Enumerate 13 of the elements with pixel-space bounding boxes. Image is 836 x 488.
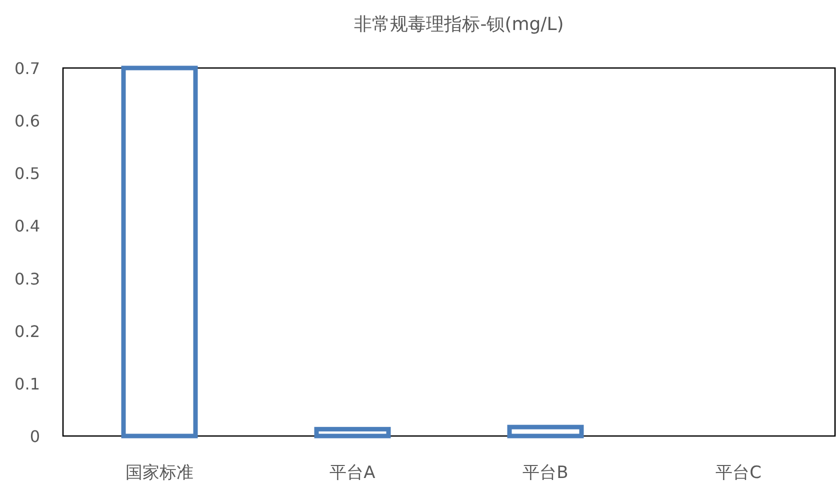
xtick: 平台B: [522, 463, 568, 483]
ytick: 0.2: [14, 322, 40, 341]
ytick: 0.3: [14, 269, 40, 288]
xtick: 平台C: [716, 463, 762, 483]
ytick: 0.7: [14, 59, 40, 78]
ytick: 0.5: [14, 164, 40, 184]
ytick: 0.1: [14, 374, 40, 394]
xtick: 平台A: [330, 463, 376, 483]
xtick: 国家标准: [126, 463, 194, 483]
title: 非常规毒理指标-钡(mg/L): [354, 14, 564, 35]
ytick: 0.6: [14, 112, 40, 131]
ytick: 0.4: [14, 216, 40, 236]
ytick: 0: [30, 427, 40, 446]
